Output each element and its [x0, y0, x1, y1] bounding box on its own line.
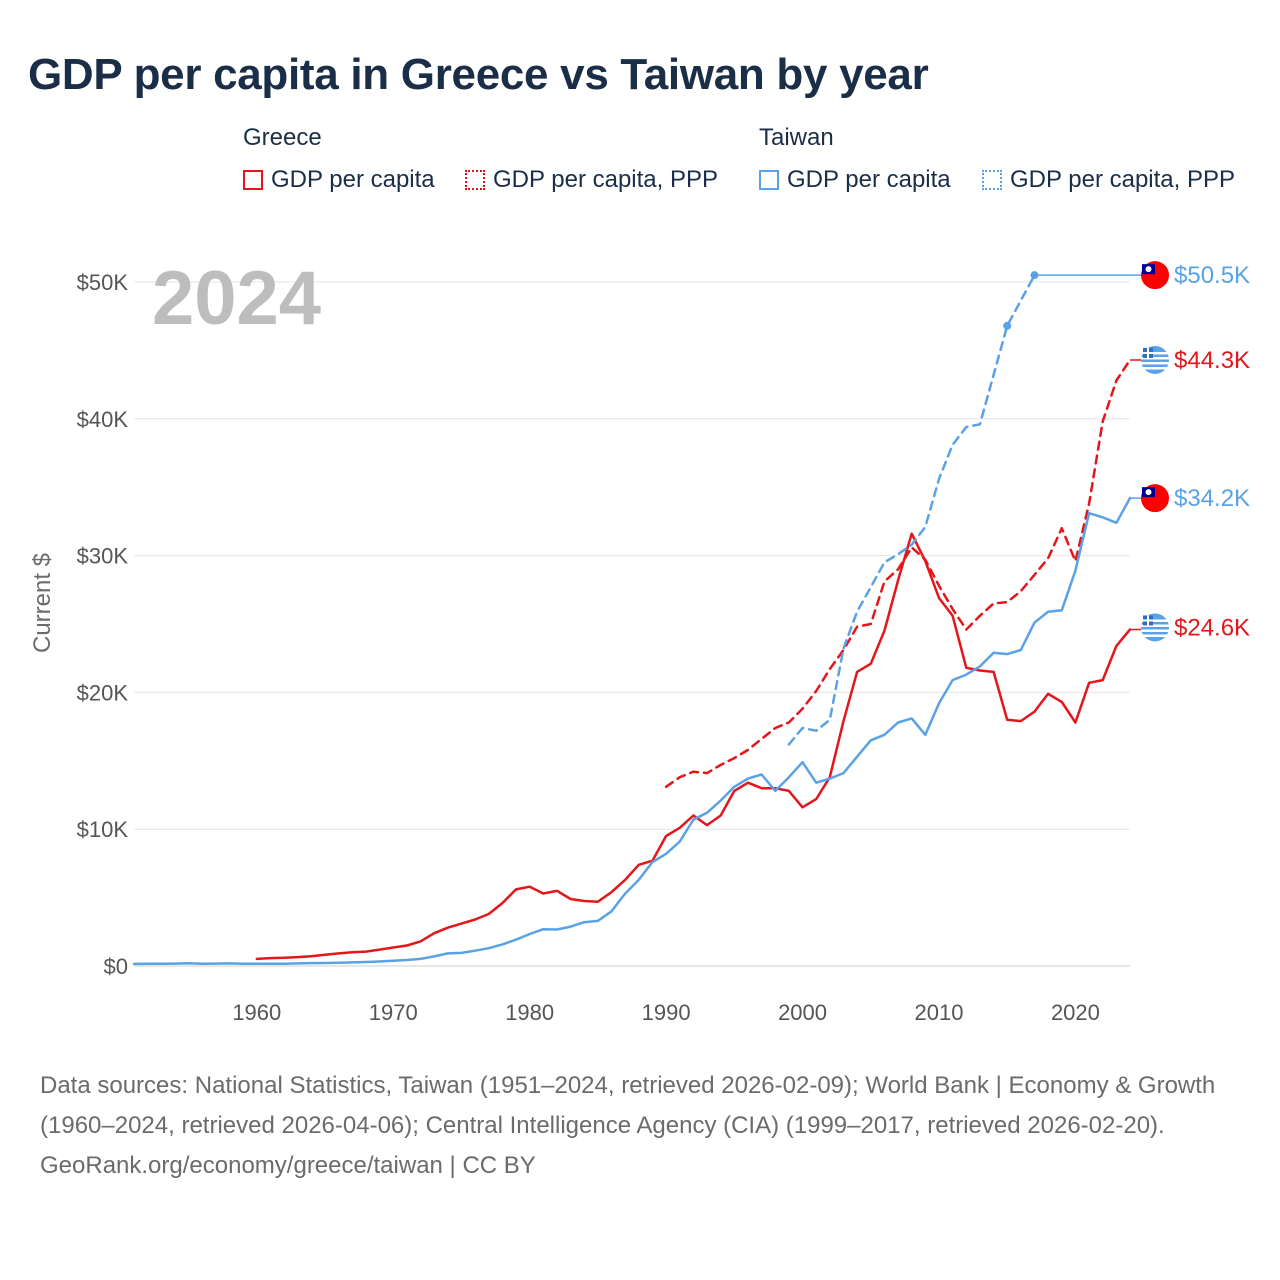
legend-label: GDP per capita [787, 166, 951, 193]
x-tick-label: 2010 [915, 1000, 964, 1025]
taiwan-flag-sun [1145, 489, 1152, 496]
page-title: GDP per capita in Greece vs Taiwan by ye… [28, 50, 929, 99]
legend-group-greece: Greece [243, 124, 322, 151]
y-tick-label: $50K [77, 270, 129, 295]
y-tick-label: $0 [104, 954, 128, 979]
legend-swatch-solid-red [243, 170, 263, 190]
line-chart: $0 $10K $20K $30K $40K $50K 1960 1970 1980 1990 20… [29, 256, 1250, 1025]
greece-flag-cross-h [1143, 351, 1153, 354]
taiwan-flag-sun [1145, 266, 1152, 273]
legend-taiwan-gdp-ppp[interactable]: GDP per capita, PPP [982, 166, 1235, 194]
greece-flag-stripe [1141, 356, 1169, 360]
end-value-label: $34.2K [1174, 485, 1250, 512]
data-point [1003, 321, 1012, 330]
greece-flag-stripe [1141, 361, 1169, 365]
greece-flag-cross-h [1143, 619, 1153, 622]
x-tick-label: 1980 [505, 1000, 554, 1025]
x-tick-label: 1960 [232, 1000, 281, 1025]
legend-swatch-dotted-blue [982, 170, 1002, 190]
footer: Data sources: National Statistics, Taiwa… [40, 1066, 1240, 1186]
legend-group-taiwan: Taiwan [759, 124, 834, 151]
legend-label: GDP per capita, PPP [493, 166, 718, 193]
end-value-label: $44.3K [1174, 347, 1250, 374]
legend-swatch-dotted-red [465, 170, 485, 190]
y-tick-label: $10K [77, 817, 129, 842]
legend-greece-gdp-ppp[interactable]: GDP per capita, PPP [465, 166, 718, 194]
year-label: 2024 [152, 256, 321, 341]
credit-link[interactable]: GeoRank.org/economy/greece/taiwan | CC B… [40, 1152, 536, 1179]
end-value-label: $50.5K [1174, 262, 1250, 289]
x-tick-label: 1990 [642, 1000, 691, 1025]
y-axis-label: Current $ [29, 553, 56, 653]
x-tick-label: 2020 [1051, 1000, 1100, 1025]
greece-flag-stripe [1141, 619, 1169, 622]
y-tick-label: $40K [77, 407, 129, 432]
x-tick-label: 2000 [778, 1000, 827, 1025]
end-value-label: $24.6K [1174, 614, 1250, 641]
legend-taiwan-gdp[interactable]: GDP per capita [759, 166, 951, 194]
legend-greece-gdp[interactable]: GDP per capita [243, 166, 435, 194]
greece-flag-stripe [1141, 366, 1169, 370]
series-line [132, 496, 1132, 966]
y-tick-label: $20K [77, 680, 129, 705]
greece-flag-stripe [1141, 351, 1169, 355]
series-line [664, 358, 1132, 789]
legend-swatch-solid-blue [759, 170, 779, 190]
greece-flag-stripe [1141, 629, 1169, 632]
series-line [787, 273, 1036, 746]
greece-flag-stripe [1141, 624, 1169, 627]
greece-flag-stripe [1141, 634, 1169, 637]
x-tick-label: 1970 [369, 1000, 418, 1025]
y-tick-label: $30K [77, 544, 129, 569]
legend-label: GDP per capita [271, 166, 435, 193]
legend-label: GDP per capita, PPP [1010, 166, 1235, 193]
data-sources: Data sources: National Statistics, Taiwa… [40, 1072, 1216, 1139]
series-line [255, 532, 1132, 961]
